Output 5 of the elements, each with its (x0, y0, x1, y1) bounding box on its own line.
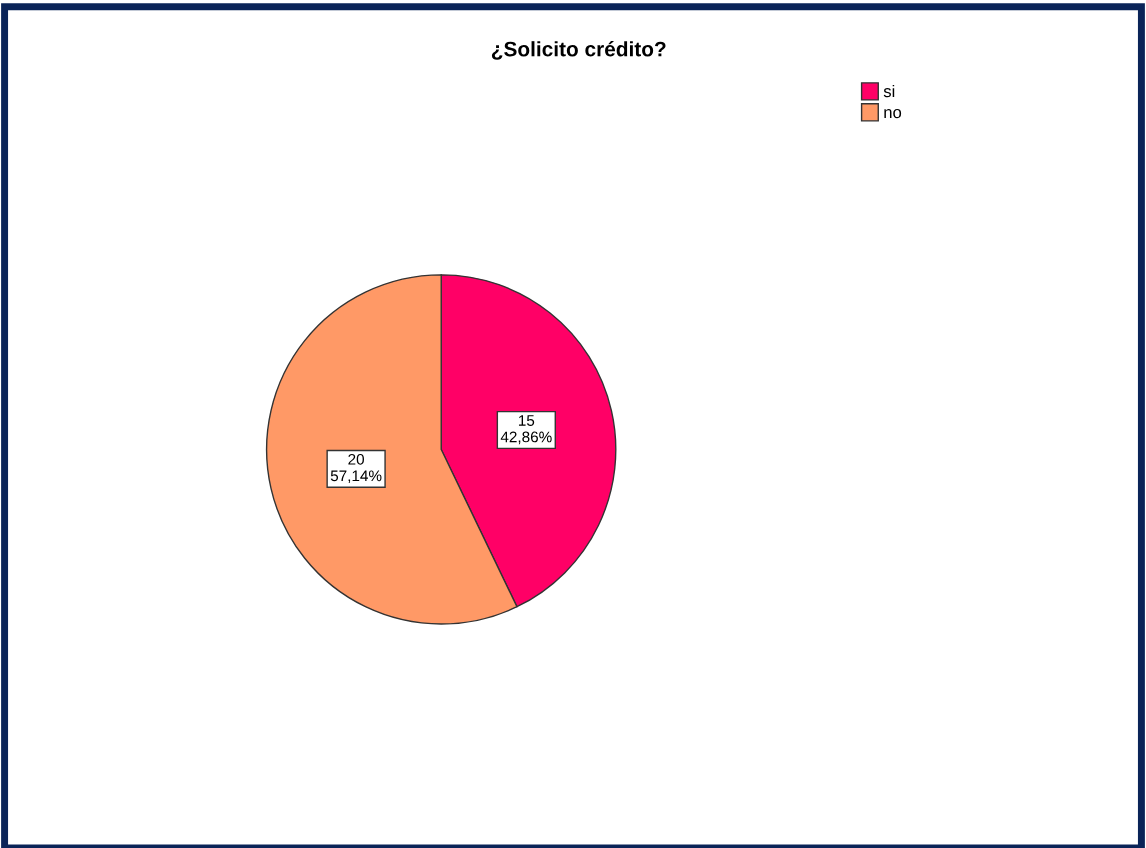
chart-title: ¿Solicito crédito? (491, 40, 666, 60)
legend-label: si (883, 84, 895, 98)
data-label: 20 57,14% (330, 453, 382, 483)
data-label: 15 42,86% (500, 415, 552, 445)
legend-label: no (884, 109, 902, 119)
